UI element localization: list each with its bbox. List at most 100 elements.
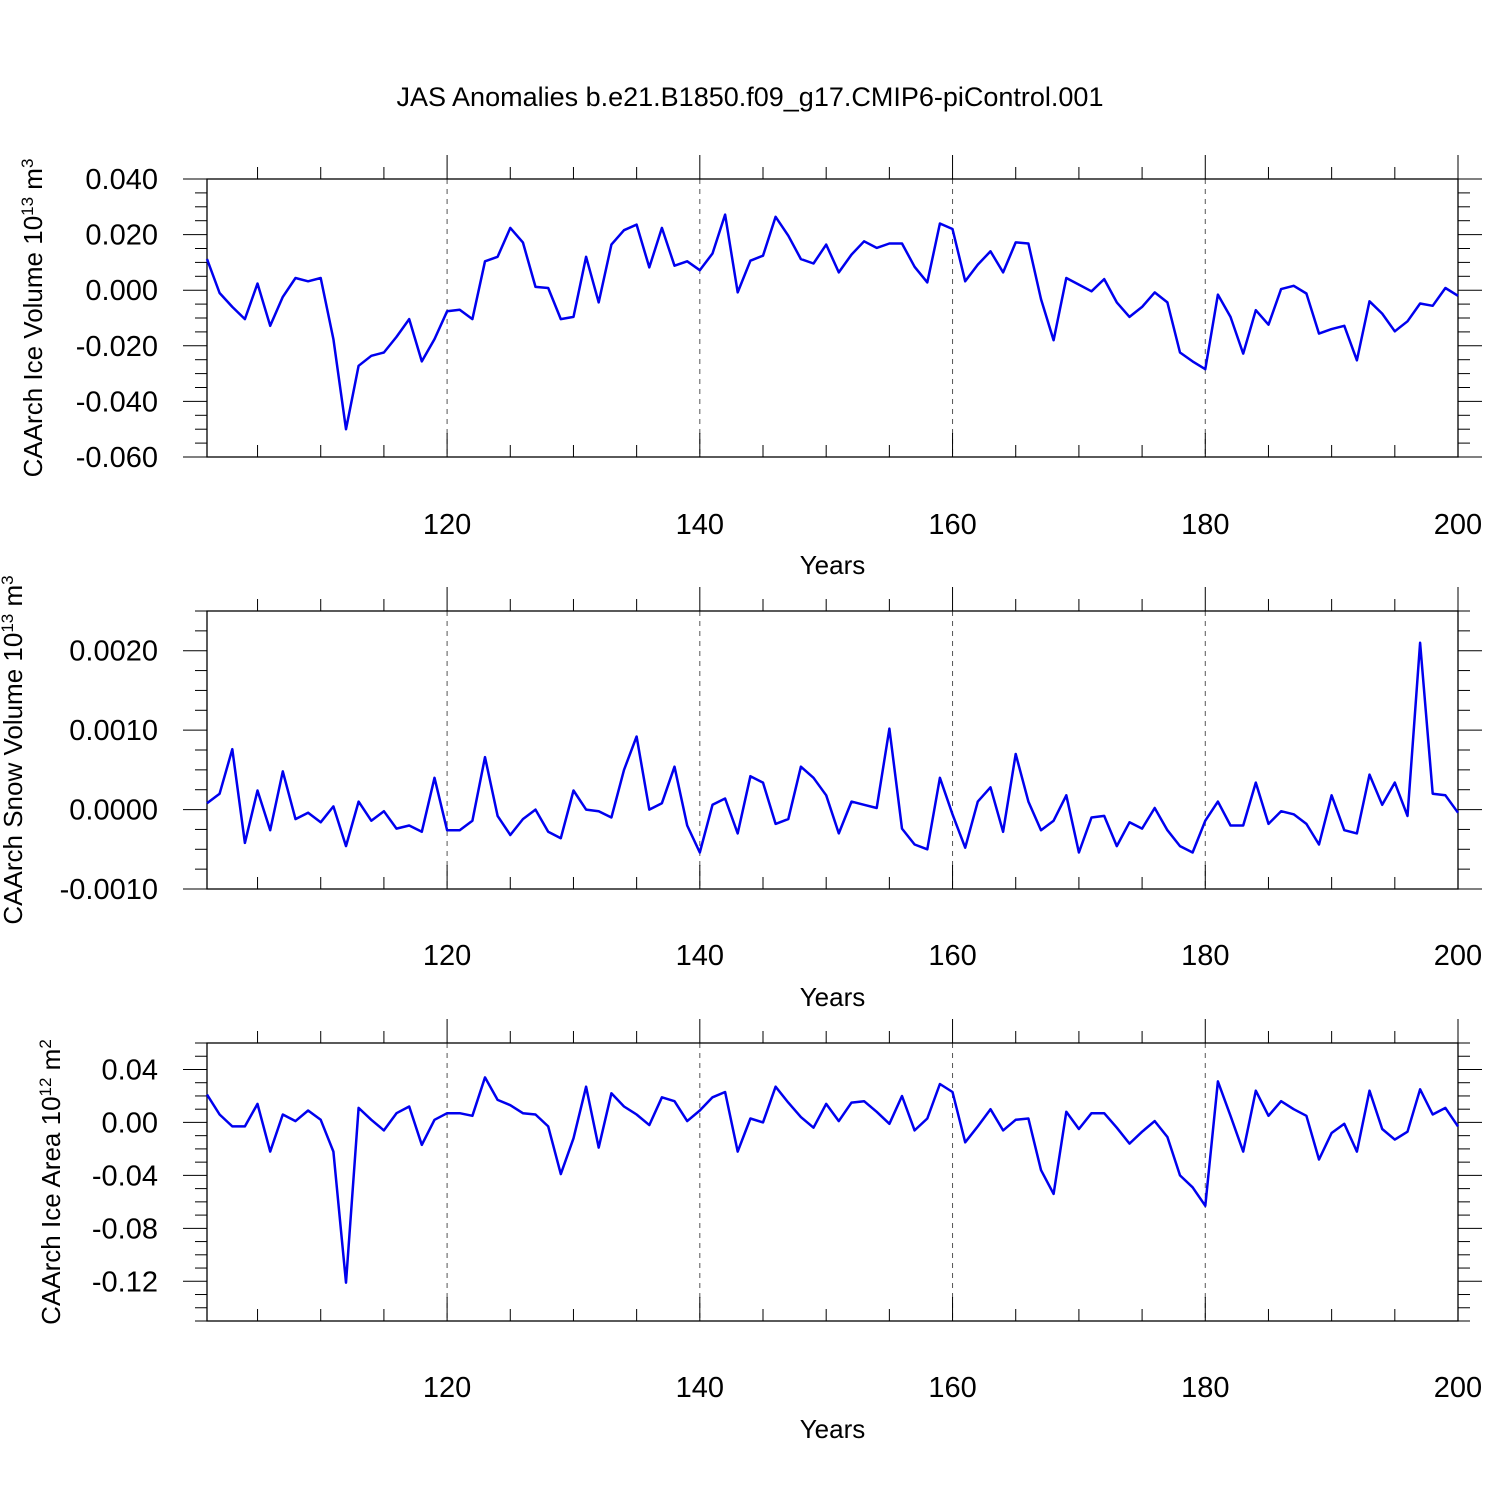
data-point xyxy=(433,1118,436,1121)
data-point xyxy=(989,786,992,789)
data-point xyxy=(1355,359,1358,362)
data-point xyxy=(749,259,752,262)
data-point xyxy=(1090,1112,1093,1115)
data-point xyxy=(547,1125,550,1128)
data-point xyxy=(1128,315,1131,318)
data-point xyxy=(1242,352,1245,355)
series-line xyxy=(205,213,1459,431)
data-point xyxy=(458,308,461,311)
data-point xyxy=(1305,1114,1308,1117)
data-point xyxy=(1065,1110,1068,1113)
data-point xyxy=(1204,368,1207,371)
data-point xyxy=(1179,1174,1182,1177)
x-tick-label: 140 xyxy=(676,1372,724,1404)
data-point xyxy=(1191,1186,1194,1189)
data-point xyxy=(837,1120,840,1123)
data-point xyxy=(787,1101,790,1104)
data-point xyxy=(837,832,840,835)
y-tick-label: -0.0010 xyxy=(60,874,158,906)
data-point xyxy=(1419,1088,1422,1091)
data-point xyxy=(825,1102,828,1105)
y-axis-title-part: CAArch Ice Area 10 xyxy=(36,1096,66,1324)
x-tick-label: 200 xyxy=(1434,940,1482,972)
data-point xyxy=(345,1281,348,1284)
data-point xyxy=(913,1129,916,1132)
data-point xyxy=(1027,800,1030,803)
data-point xyxy=(1292,284,1295,287)
data-point xyxy=(1216,293,1219,296)
data-point xyxy=(1115,301,1118,304)
y-axis-title-superscript: 3 xyxy=(0,575,17,584)
y-axis-title-part: CAArch Ice Volume 10 xyxy=(18,216,48,478)
y-axis-title-part: m xyxy=(18,168,48,197)
data-point xyxy=(231,305,234,308)
series-line xyxy=(205,1076,1460,1284)
data-point xyxy=(825,243,828,246)
y-tick-label: -0.020 xyxy=(76,331,158,363)
data-point xyxy=(370,819,373,822)
data-point xyxy=(888,242,891,245)
data-point xyxy=(1040,298,1043,301)
data-point xyxy=(395,1112,398,1115)
data-point xyxy=(1141,1130,1144,1133)
x-tick-label: 120 xyxy=(423,1372,471,1404)
data-point xyxy=(749,1117,752,1120)
data-point xyxy=(471,1114,474,1117)
data-point xyxy=(1419,302,1422,305)
data-point xyxy=(913,265,916,268)
data-point xyxy=(610,816,613,819)
data-point xyxy=(534,285,537,288)
data-point xyxy=(1204,1204,1207,1207)
data-point xyxy=(471,819,474,822)
data-point xyxy=(648,266,651,269)
data-point xyxy=(623,229,626,232)
data-point xyxy=(799,1116,802,1119)
data-point xyxy=(332,338,335,341)
data-point xyxy=(521,818,524,821)
data-point xyxy=(206,258,209,261)
data-point xyxy=(1128,1142,1131,1145)
data-point xyxy=(1406,320,1409,323)
y-tick-label: -0.12 xyxy=(92,1266,158,1298)
data-point xyxy=(559,1173,562,1176)
data-point xyxy=(913,843,916,846)
panel-3: -0.12 -0.08 -0.04 0.00 0.04 120 140 160 180 200 Ye… xyxy=(36,1019,1482,1444)
y-axis-title: CAArch Ice Volume 1013 m3 xyxy=(18,159,49,478)
x-tick-label: 140 xyxy=(676,509,724,541)
data-point xyxy=(1002,830,1005,833)
data-point xyxy=(762,781,765,784)
data-point xyxy=(837,271,840,274)
data-point xyxy=(559,837,562,840)
data-point xyxy=(1406,814,1409,817)
data-point xyxy=(1179,351,1182,354)
data-point xyxy=(762,254,765,257)
data-point xyxy=(1229,1114,1232,1117)
data-point xyxy=(1318,843,1321,846)
data-point xyxy=(926,848,929,851)
data-point xyxy=(521,241,524,244)
data-point xyxy=(269,324,272,327)
data-point xyxy=(1166,829,1169,832)
x-tick-label: 180 xyxy=(1181,1372,1229,1404)
data-point xyxy=(888,727,891,730)
data-point xyxy=(1305,822,1308,825)
data-point xyxy=(382,351,385,354)
data-point xyxy=(863,803,866,806)
data-point xyxy=(1381,803,1384,806)
data-point xyxy=(1052,1192,1055,1195)
data-point xyxy=(635,735,638,738)
data-point xyxy=(673,264,676,267)
data-point xyxy=(1457,1125,1460,1128)
data-point xyxy=(901,827,904,830)
x-tick-label: 140 xyxy=(676,940,724,972)
data-point xyxy=(863,240,866,243)
x-tick-label: 200 xyxy=(1434,509,1482,541)
data-point xyxy=(1280,810,1283,813)
data-point xyxy=(1065,794,1068,797)
data-point xyxy=(711,1096,714,1099)
data-point xyxy=(332,805,335,808)
data-point xyxy=(256,1102,259,1105)
data-point xyxy=(736,832,739,835)
data-point xyxy=(749,775,752,778)
data-point xyxy=(357,1106,360,1109)
